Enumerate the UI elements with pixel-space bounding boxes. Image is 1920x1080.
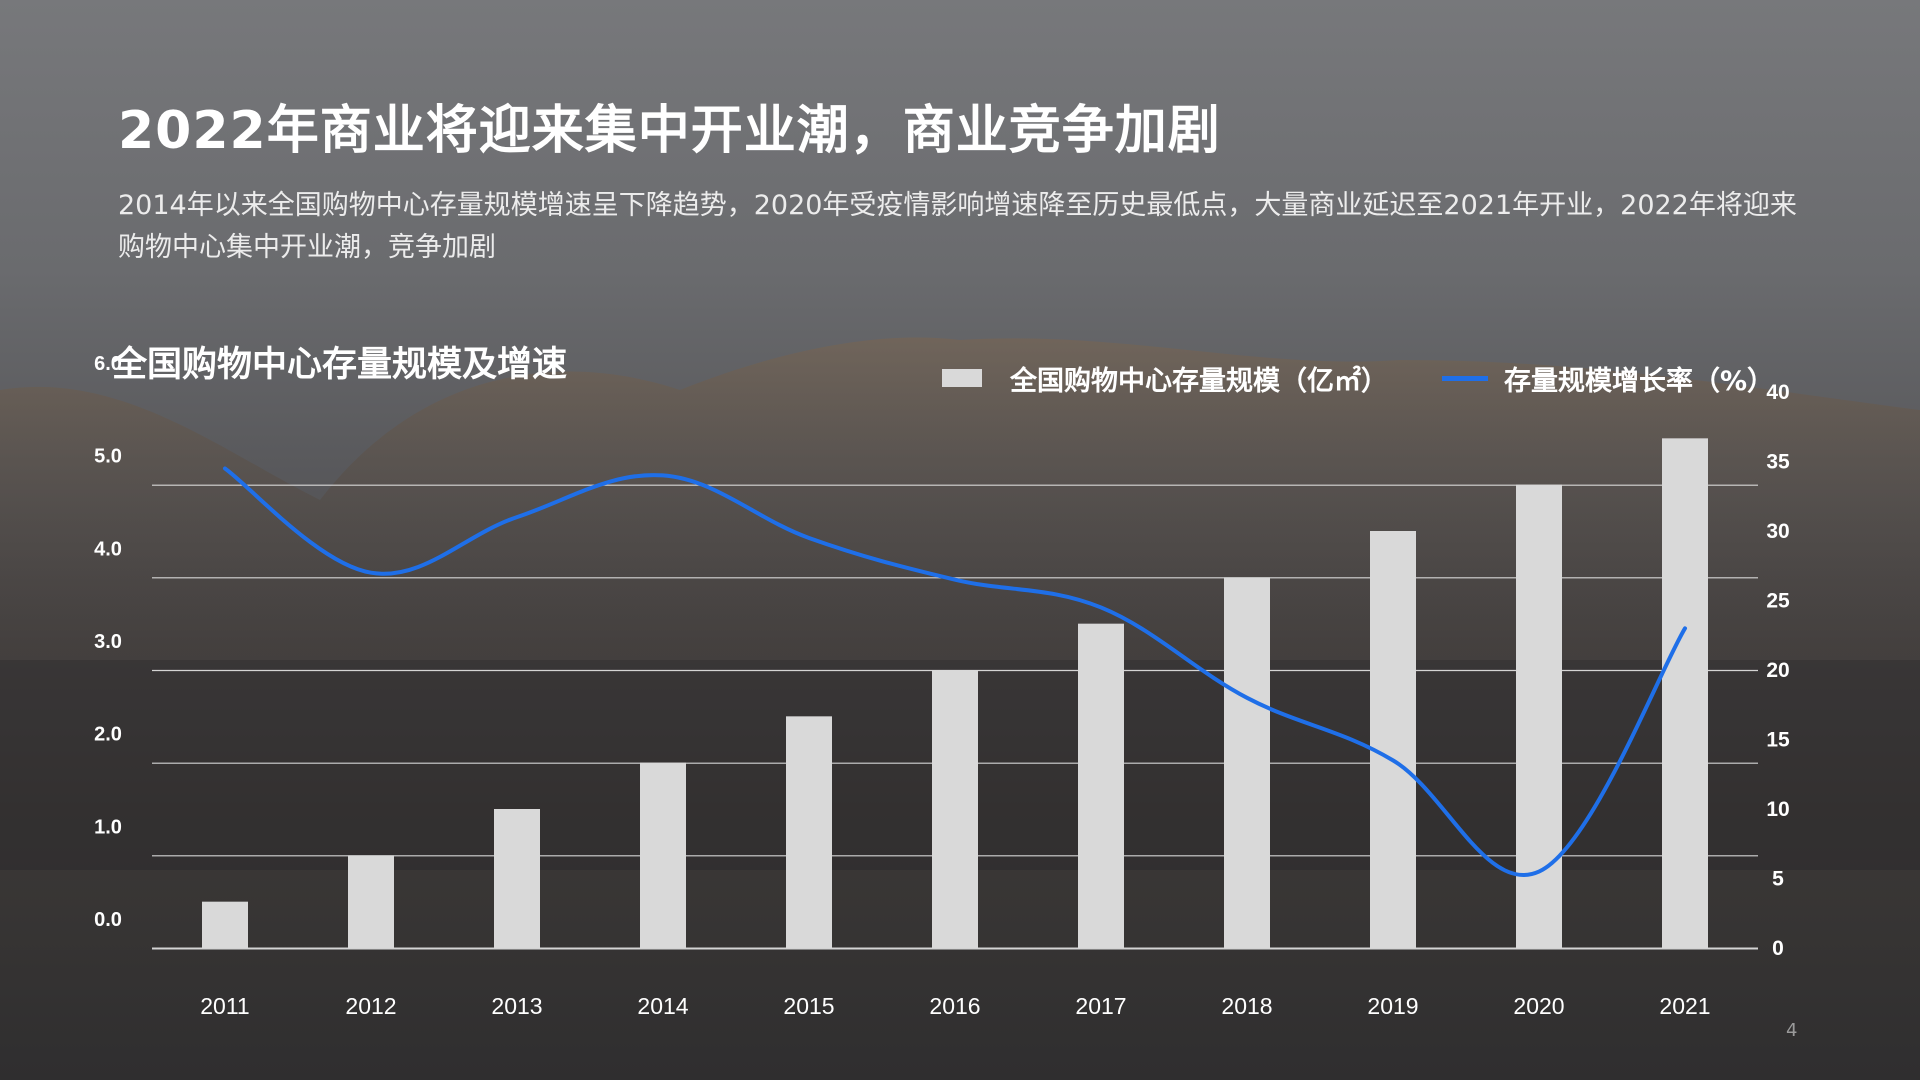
legend-label-growth: 存量规模增长率（%） [1504, 365, 1775, 397]
legend-item-stock: 全国购物中心存量规模（亿㎡） [942, 358, 1388, 398]
legend-item-growth: 存量规模增长率（%） [1442, 358, 1774, 398]
x-tick-label: 2020 [1513, 993, 1564, 1019]
y-right-tick-label: 0 [1772, 937, 1784, 960]
bar [1662, 438, 1708, 948]
x-tick-label: 2017 [1075, 993, 1126, 1019]
bar [786, 716, 832, 948]
background-architecture [0, 337, 1920, 870]
y-left-tick-label: 2.0 [94, 724, 122, 746]
y-right-tick-label: 20 [1766, 659, 1789, 682]
y-left-tick-label: 6.0 [94, 353, 122, 375]
x-tick-label: 2019 [1367, 993, 1418, 1019]
legend-swatch-bar [942, 369, 982, 387]
y-right-tick-label: 30 [1766, 520, 1789, 543]
x-tick-label: 2012 [345, 993, 396, 1019]
y-right-tick-label: 35 [1766, 451, 1790, 474]
x-tick-label: 2016 [929, 993, 980, 1019]
bar [348, 855, 394, 948]
bar [1370, 531, 1416, 948]
y-left-tick-label: 1.0 [94, 816, 122, 838]
bar [494, 809, 540, 948]
chart-title: 全国购物中心存量规模及增速 [112, 345, 568, 385]
bar [1078, 623, 1124, 948]
y-left-tick-label: 5.0 [94, 446, 122, 468]
y-right-tick-label: 15 [1766, 729, 1790, 752]
bar [202, 901, 248, 948]
page-number: 4 [1786, 1020, 1798, 1041]
y-right-tick-label: 5 [1772, 868, 1784, 891]
y-right-tick-label: 10 [1766, 798, 1789, 821]
x-tick-label: 2014 [637, 993, 688, 1019]
growth-rate-line [223, 466, 1687, 877]
bar [932, 670, 978, 948]
bar [1224, 577, 1270, 948]
x-tick-label: 2018 [1221, 993, 1272, 1019]
bar [1516, 484, 1562, 948]
y-left-tick-label: 0.0 [94, 909, 122, 931]
legend-label-stock: 全国购物中心存量规模（亿㎡） [1010, 365, 1388, 397]
page-subtitle: 2014年以来全国购物中心存量规模增速呈下降趋势，2020年受疫情影响增速降至历… [118, 190, 1797, 263]
x-tick-label: 2011 [200, 993, 249, 1019]
x-tick-label: 2021 [1659, 993, 1710, 1019]
y-left-tick-label: 4.0 [94, 538, 122, 560]
y-right-tick-label: 25 [1766, 590, 1790, 613]
bar [640, 762, 686, 948]
legend-swatch-line [1442, 375, 1488, 381]
x-tick-label: 2013 [491, 993, 542, 1019]
page-title: 2022年商业将迎来集中开业潮，商业竞争加剧 [118, 101, 1221, 161]
y-right-tick-label: 40 [1766, 381, 1789, 404]
x-tick-label: 2015 [783, 993, 834, 1019]
y-left-tick-label: 3.0 [94, 631, 122, 653]
